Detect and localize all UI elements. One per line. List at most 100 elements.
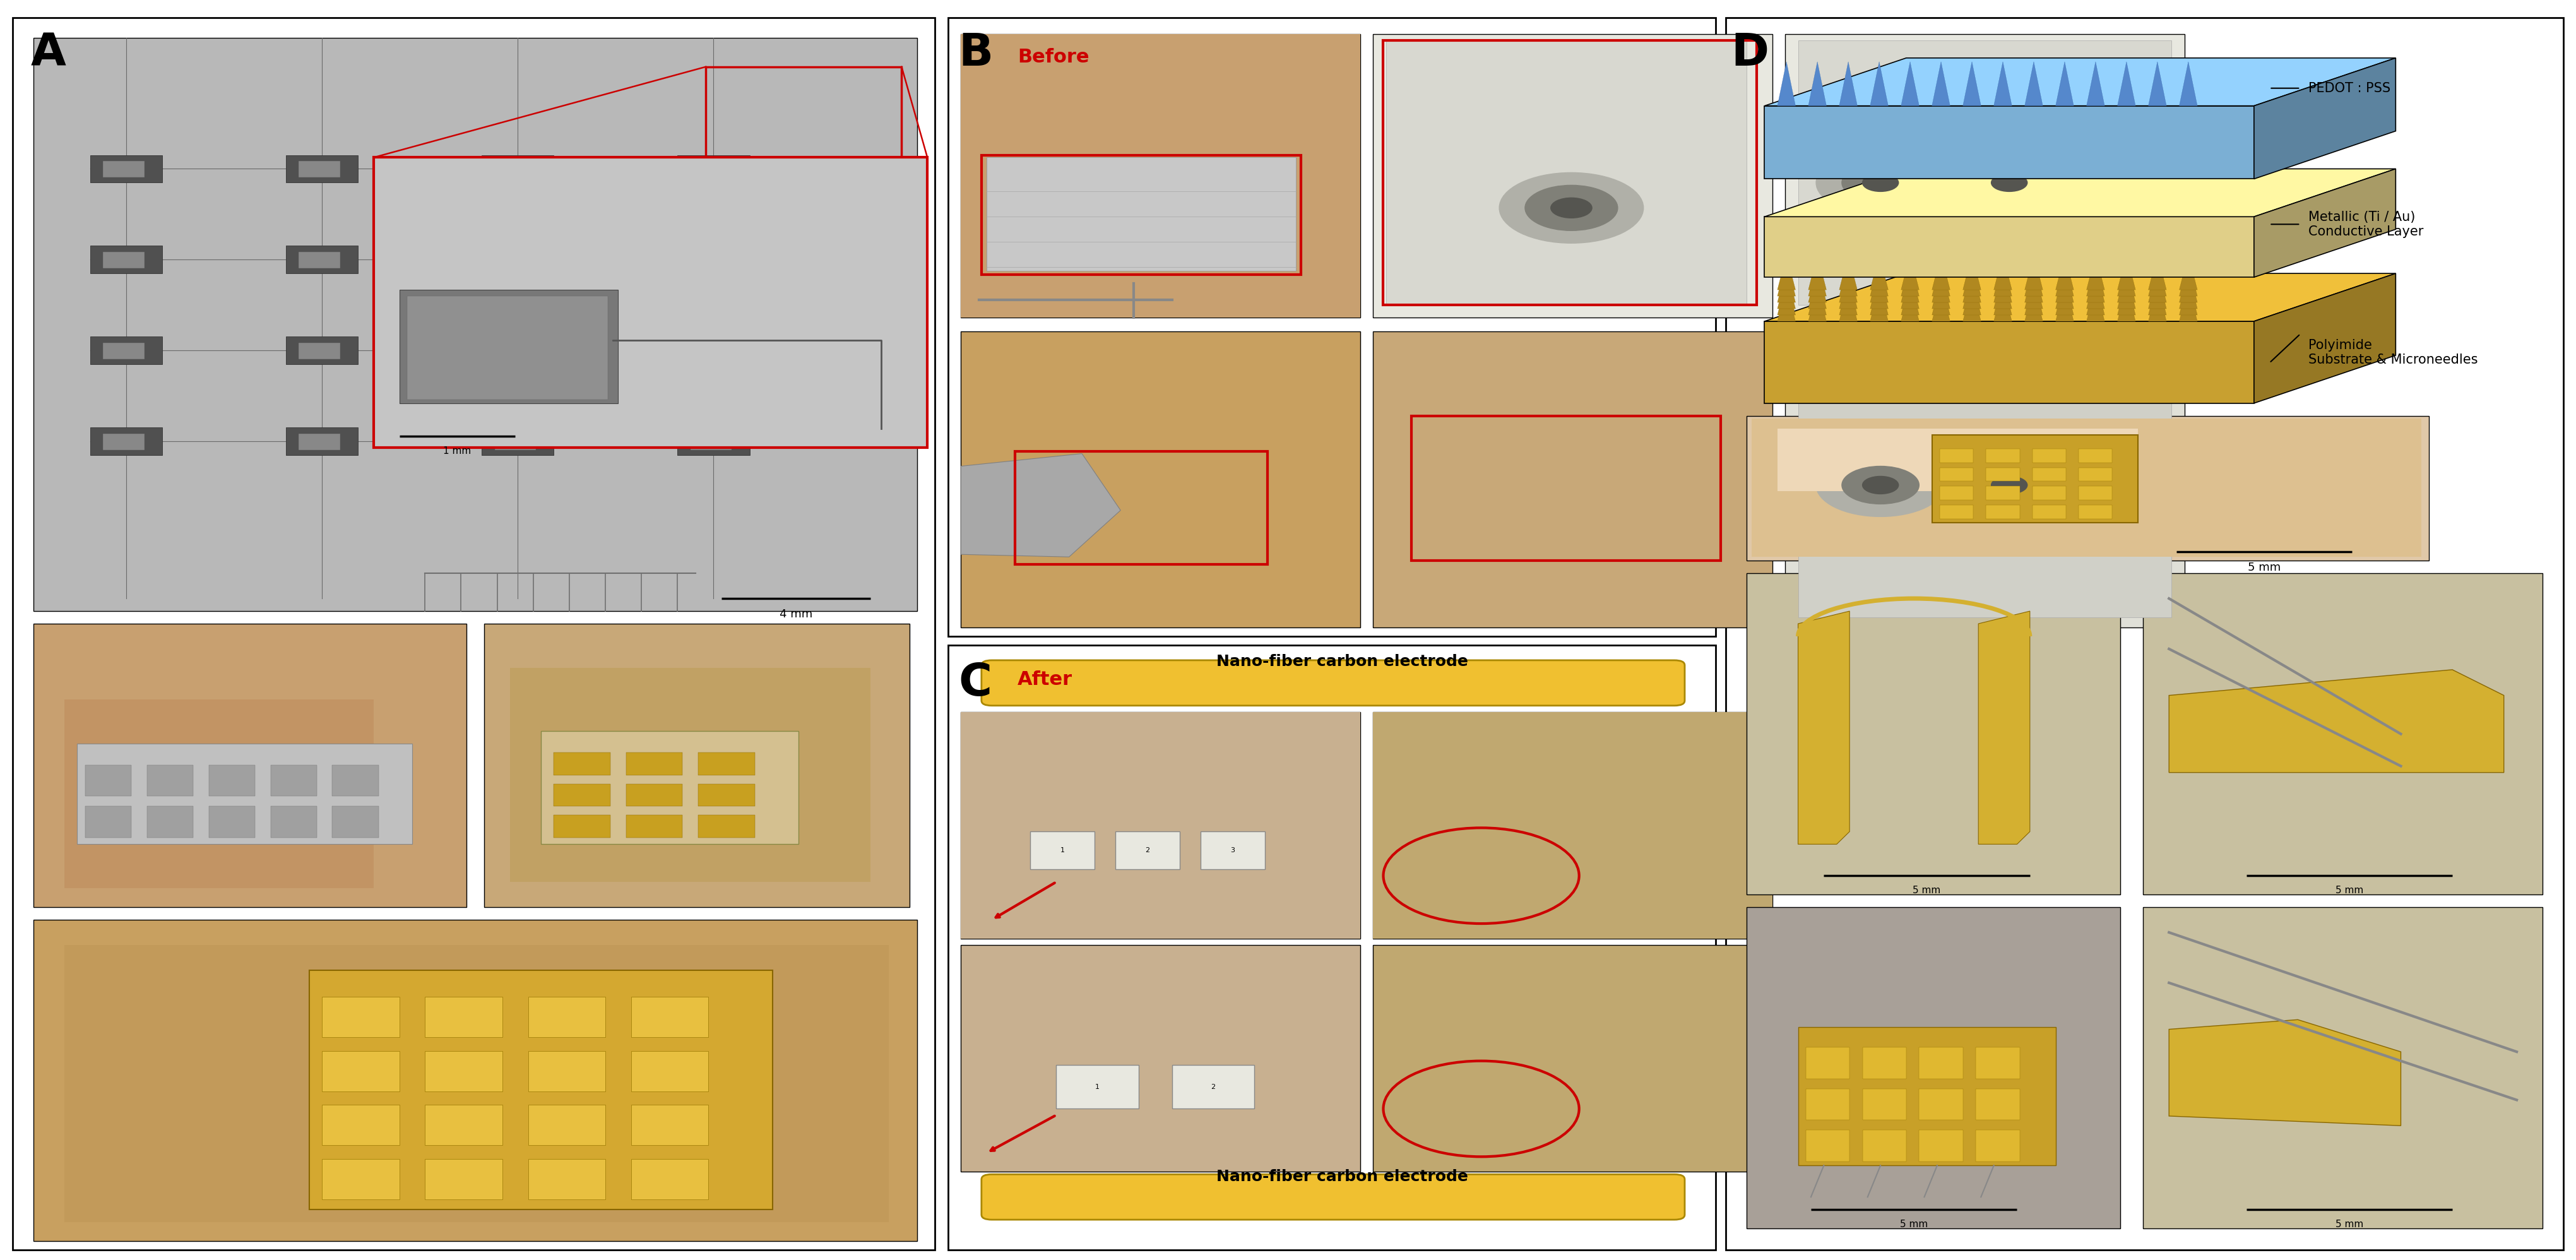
Polygon shape bbox=[1808, 261, 1826, 296]
Bar bbox=[299, 252, 340, 268]
Polygon shape bbox=[1901, 286, 1919, 321]
Polygon shape bbox=[1777, 255, 1795, 290]
Bar bbox=[961, 712, 1360, 939]
Bar bbox=[1777, 428, 2138, 491]
Bar bbox=[286, 336, 358, 364]
Polygon shape bbox=[1839, 273, 1857, 309]
Bar bbox=[1919, 1047, 1963, 1079]
Bar bbox=[631, 1105, 708, 1145]
Text: 2: 2 bbox=[1146, 847, 1149, 854]
Polygon shape bbox=[1839, 62, 1857, 106]
FancyBboxPatch shape bbox=[981, 1174, 1685, 1220]
Polygon shape bbox=[2056, 255, 2074, 290]
Polygon shape bbox=[1839, 267, 1857, 302]
Bar bbox=[1976, 1089, 2020, 1120]
Circle shape bbox=[1945, 454, 2074, 517]
Bar bbox=[1373, 34, 1772, 318]
Polygon shape bbox=[1901, 62, 1919, 106]
Text: PEDOT : PSS: PEDOT : PSS bbox=[2308, 82, 2391, 94]
Bar bbox=[1919, 1130, 1963, 1162]
Polygon shape bbox=[2087, 255, 2105, 290]
Bar bbox=[1030, 832, 1095, 869]
Text: B: B bbox=[958, 32, 994, 76]
Polygon shape bbox=[1932, 267, 1950, 302]
Polygon shape bbox=[1963, 62, 1981, 106]
Polygon shape bbox=[1777, 267, 1795, 302]
Bar bbox=[482, 336, 554, 364]
Polygon shape bbox=[1994, 62, 2012, 106]
Bar bbox=[1200, 832, 1265, 869]
Polygon shape bbox=[1870, 280, 1888, 315]
Polygon shape bbox=[2169, 1019, 2401, 1125]
Bar bbox=[631, 1051, 708, 1091]
Circle shape bbox=[1971, 466, 2048, 504]
Polygon shape bbox=[2179, 273, 2197, 309]
Polygon shape bbox=[2179, 280, 2197, 315]
Bar bbox=[90, 246, 162, 273]
Bar bbox=[677, 246, 750, 273]
Bar bbox=[484, 624, 909, 907]
Polygon shape bbox=[1765, 321, 2254, 403]
Bar bbox=[2079, 449, 2112, 462]
Bar bbox=[286, 246, 358, 273]
Polygon shape bbox=[1932, 280, 1950, 315]
Bar bbox=[1940, 486, 1973, 500]
Bar bbox=[399, 290, 618, 403]
Polygon shape bbox=[1777, 62, 1795, 106]
Text: Nano-fiber carbon electrode: Nano-fiber carbon electrode bbox=[1216, 1169, 1468, 1184]
Text: 5 mm: 5 mm bbox=[2249, 562, 2280, 573]
Bar bbox=[209, 765, 255, 796]
Bar bbox=[554, 784, 611, 806]
Bar bbox=[1986, 467, 2020, 481]
Bar bbox=[1932, 435, 2138, 523]
Polygon shape bbox=[2087, 267, 2105, 302]
Bar bbox=[706, 67, 902, 161]
Bar bbox=[322, 1105, 399, 1145]
Polygon shape bbox=[2025, 280, 2043, 315]
Bar bbox=[631, 997, 708, 1037]
Bar bbox=[103, 433, 144, 450]
Text: 5 mm: 5 mm bbox=[2336, 1220, 2362, 1230]
Text: Metallic (Ti / Au)
Conductive Layer: Metallic (Ti / Au) Conductive Layer bbox=[2308, 210, 2424, 238]
Bar bbox=[495, 343, 536, 359]
Polygon shape bbox=[1765, 217, 2254, 277]
Polygon shape bbox=[2056, 280, 2074, 315]
Polygon shape bbox=[1963, 273, 1981, 309]
Bar bbox=[2032, 467, 2066, 481]
Bar bbox=[1056, 1065, 1139, 1109]
Bar bbox=[1747, 416, 2429, 561]
Bar bbox=[981, 155, 1301, 275]
Bar bbox=[961, 712, 1360, 939]
Text: 2: 2 bbox=[1211, 1084, 1216, 1090]
Polygon shape bbox=[2056, 267, 2074, 302]
Polygon shape bbox=[1901, 273, 1919, 309]
Bar bbox=[332, 806, 379, 838]
Polygon shape bbox=[1765, 106, 2254, 179]
Bar bbox=[961, 34, 1360, 318]
Circle shape bbox=[1551, 198, 1592, 218]
Bar bbox=[1986, 505, 2020, 519]
Circle shape bbox=[1991, 476, 2027, 494]
Polygon shape bbox=[2025, 286, 2043, 321]
Text: 5 mm: 5 mm bbox=[1901, 1220, 1927, 1230]
Polygon shape bbox=[1994, 255, 2012, 290]
Bar bbox=[1373, 712, 1772, 939]
Bar bbox=[425, 1051, 502, 1091]
Bar bbox=[482, 427, 554, 455]
Bar bbox=[1386, 40, 1747, 305]
Bar bbox=[528, 997, 605, 1037]
Bar bbox=[1172, 1065, 1255, 1109]
Bar bbox=[299, 433, 340, 450]
Bar bbox=[554, 815, 611, 838]
Polygon shape bbox=[1798, 611, 1850, 844]
Bar bbox=[322, 997, 399, 1037]
Bar bbox=[528, 1159, 605, 1200]
Bar bbox=[1015, 451, 1267, 564]
Bar bbox=[482, 246, 554, 273]
Polygon shape bbox=[1765, 169, 2396, 217]
Circle shape bbox=[1842, 164, 1919, 202]
Text: 1: 1 bbox=[1061, 847, 1064, 854]
Polygon shape bbox=[1978, 611, 2030, 844]
Bar bbox=[90, 336, 162, 364]
Polygon shape bbox=[1994, 273, 2012, 309]
